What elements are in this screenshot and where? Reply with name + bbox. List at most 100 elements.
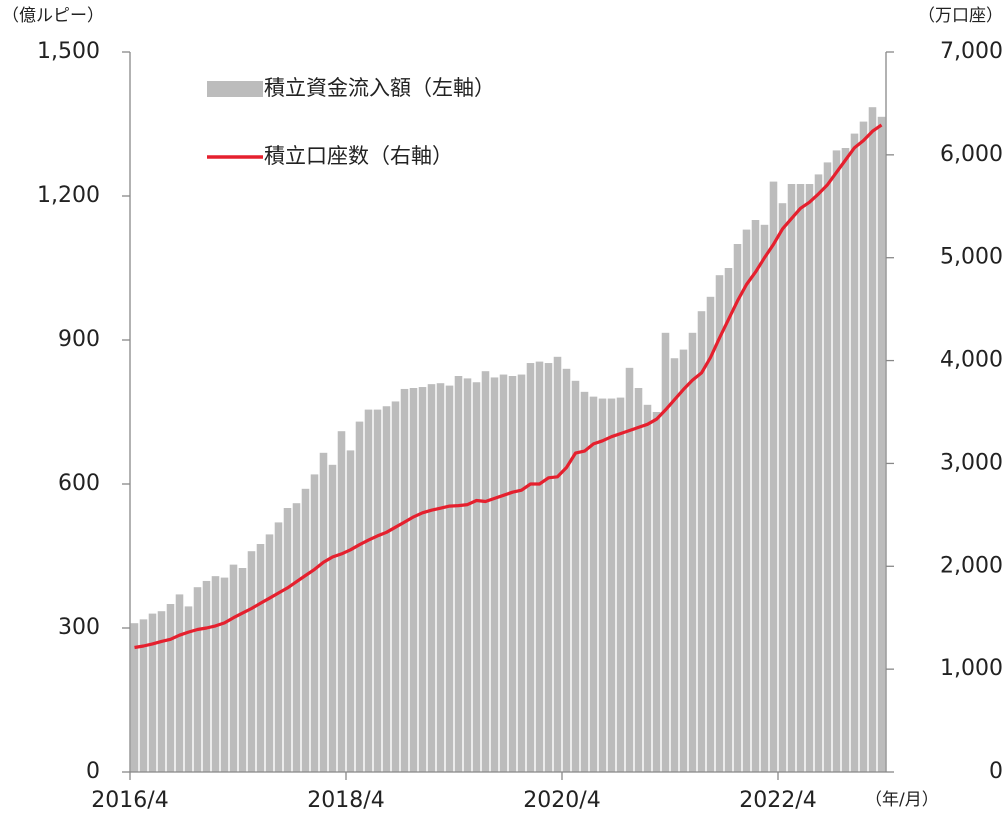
bar: [607, 398, 616, 772]
bar: [175, 594, 184, 772]
bar: [238, 568, 247, 772]
bar: [832, 150, 841, 772]
bar: [841, 148, 850, 772]
line: [134, 123, 883, 650]
bar: [283, 508, 292, 772]
y-tick-label: 1,500: [37, 39, 100, 64]
bar: [805, 184, 814, 772]
bar: [130, 623, 139, 772]
legend-label: 積立口座数（右軸）: [264, 144, 453, 168]
legend-swatch: [207, 81, 263, 97]
y-tick-label: 1,200: [37, 183, 100, 208]
y-unit: （億ルピー）: [2, 6, 104, 26]
bar: [814, 174, 823, 772]
bar: [436, 383, 445, 772]
bar: [823, 162, 832, 772]
bar: [247, 551, 256, 772]
bar: [166, 604, 175, 772]
bar: [274, 522, 283, 772]
y2-tick-label: 7,000: [940, 39, 1003, 64]
bar: [562, 368, 571, 772]
bar: [598, 398, 607, 772]
bar: [787, 184, 796, 772]
bar: [337, 431, 346, 772]
bar: [706, 296, 715, 772]
bar: [265, 534, 274, 772]
bar: [544, 363, 553, 772]
bar: [616, 397, 625, 772]
bar: [202, 580, 211, 772]
bar: [418, 387, 427, 772]
bar: [769, 181, 778, 773]
bar: [760, 224, 769, 773]
legend-label: 積立資金流入額（左軸）: [264, 76, 495, 100]
bar: [256, 544, 265, 772]
bar: [751, 220, 760, 772]
y2-tick-label: 1,000: [940, 656, 1003, 681]
bar: [535, 361, 544, 772]
bar: [697, 311, 706, 772]
bar: [742, 229, 751, 773]
bar: [229, 564, 238, 772]
bar: [652, 412, 661, 772]
bar: [184, 606, 193, 772]
bar: [715, 275, 724, 772]
x-tick-label: 2022/4: [739, 788, 816, 813]
bar: [868, 107, 877, 772]
bar: [499, 374, 508, 772]
bar: [679, 349, 688, 772]
x-unit: （年/月）: [865, 790, 939, 810]
x-tick-label: 2016/4: [91, 788, 168, 813]
y2-tick-label: 3,000: [940, 450, 1003, 475]
bar: [688, 332, 697, 772]
bar: [427, 384, 436, 772]
y2-tick-label: 0: [989, 759, 1003, 784]
y-tick-label: 0: [86, 759, 100, 784]
y2-tick-label: 4,000: [940, 348, 1003, 373]
bar: [472, 382, 481, 772]
bar: [328, 464, 337, 772]
bar: [193, 587, 202, 772]
bar: [400, 388, 409, 772]
bar: [319, 452, 328, 772]
bar: [796, 184, 805, 772]
bar: [310, 474, 319, 772]
bar: [508, 376, 517, 772]
bar: [661, 332, 670, 772]
bar: [733, 244, 742, 772]
bar: [301, 488, 310, 772]
bar: [634, 388, 643, 772]
bar: [463, 378, 472, 772]
bar: [517, 374, 526, 772]
bar: [643, 404, 652, 772]
bar: [391, 401, 400, 772]
bar: [364, 409, 373, 772]
bar: [490, 377, 499, 772]
bar: [859, 121, 868, 773]
x-tick-label: 2018/4: [307, 788, 384, 813]
bar: [589, 396, 598, 772]
bar: [481, 371, 490, 772]
x-tick-label: 2020/4: [523, 788, 600, 813]
bar: [454, 376, 463, 772]
bar: [625, 367, 634, 772]
bar: [292, 503, 301, 772]
bar: [139, 619, 148, 772]
y-tick-label: 300: [58, 615, 100, 640]
y2-tick-label: 6,000: [940, 142, 1003, 167]
bar: [850, 133, 859, 773]
bar: [355, 421, 364, 772]
bar: [526, 363, 535, 772]
bar: [580, 391, 589, 772]
bar: [220, 577, 229, 772]
bar: [724, 268, 733, 772]
y-tick-label: 600: [58, 471, 100, 496]
bar: [148, 613, 157, 772]
bar: [157, 611, 166, 772]
bar: [778, 203, 787, 772]
bar: [409, 388, 418, 772]
bar: [445, 385, 454, 772]
bar: [571, 380, 580, 772]
y-tick-label: 900: [58, 327, 100, 352]
